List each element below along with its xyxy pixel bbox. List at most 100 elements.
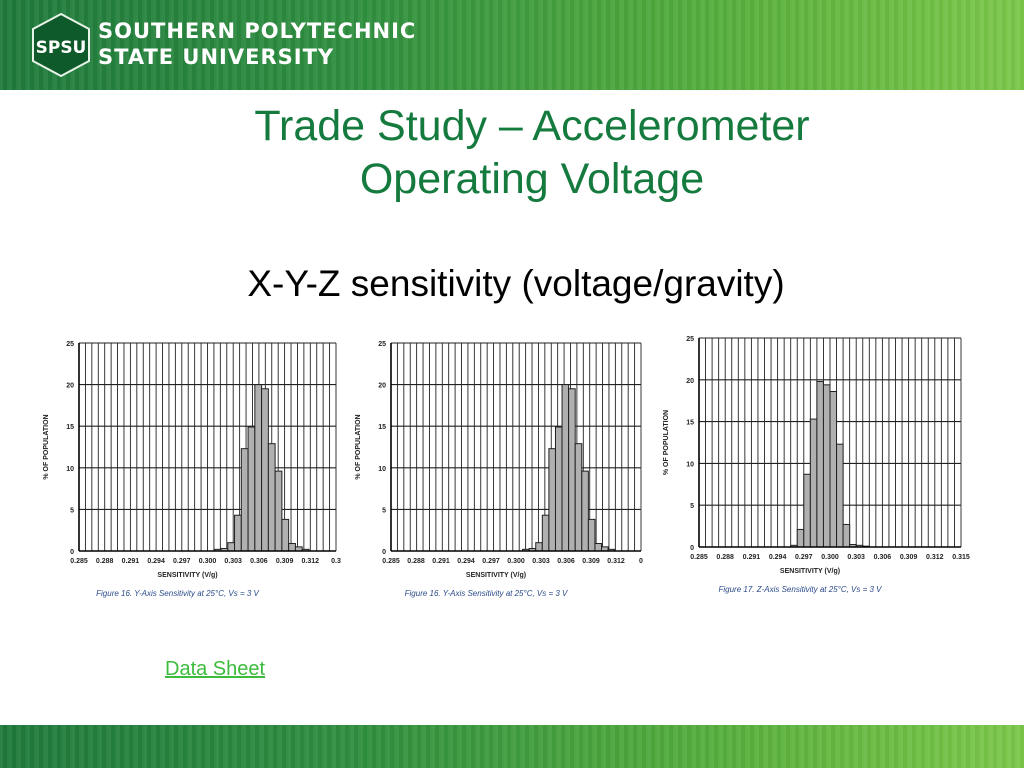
slide-subtitle: X-Y-Z sensitivity (voltage/gravity)	[247, 263, 785, 304]
logo-text: SPSU	[36, 38, 87, 58]
histogram-bar	[574, 443, 583, 552]
y-tick-label: 10	[378, 466, 386, 473]
x-tick-label: 0.294	[457, 558, 475, 565]
y-tick-label: 10	[686, 461, 694, 468]
y-axis-label: % OF POPULATION	[355, 414, 362, 479]
x-tick-label: 0	[639, 558, 643, 565]
x-tick-label: 0.291	[743, 554, 761, 561]
histogram-bar	[234, 514, 242, 552]
histogram-bar	[261, 388, 269, 552]
histogram-bar	[227, 542, 236, 552]
x-tick-label: 0.300	[199, 558, 217, 565]
histogram-z-axis: 0 5 10 15 20 25 0.285 0.288 0.291 0.294 0.297 0.300…	[656, 330, 986, 606]
y-tick-label: 25	[686, 336, 694, 343]
banner-texture	[0, 0, 1024, 90]
figure-caption: Figure 17. Z-Axis Sensitivity at 25°C, V…	[718, 585, 882, 594]
y-tick-label: 25	[378, 341, 386, 348]
histogram-bar	[581, 470, 589, 552]
x-tick-label: 0.315	[952, 554, 970, 561]
histogram-bar	[240, 448, 249, 552]
university-name: SOUTHERN POLYTECHNIC STATE UNIVERSITY	[98, 18, 416, 70]
histogram-svg-3: 0 5 10 15 20 25 0.285 0.288 0.291 0.294 0.297 0.300…	[663, 336, 970, 594]
histogram-bar	[829, 391, 838, 548]
y-tick-label: 20	[378, 383, 386, 390]
histogram-svg-2: 0 5 10 15 20 25 0.285 0.288 0.291 0.294 0.297 0.300…	[355, 341, 643, 598]
x-tick-label: 0.285	[70, 558, 88, 565]
histogram-bar	[554, 426, 563, 552]
x-tick-label: 0.285	[690, 554, 708, 561]
figure-caption: Figure 16. Y-Axis Sensitivity at 25°C, V…	[96, 589, 259, 598]
y-tick-label: 15	[378, 424, 386, 431]
y-tick-label: 0	[70, 549, 74, 556]
y-tick-label: 0	[690, 545, 694, 552]
y-tick-label: 5	[382, 507, 386, 514]
x-tick-label: 0.312	[607, 558, 625, 565]
figure-caption: Figure 16. Y-Axis Sensitivity at 25°C, V…	[405, 589, 568, 598]
x-axis-label: SENSITIVITY (V/g)	[466, 572, 526, 579]
x-tick-label: 0.297	[482, 558, 500, 565]
x-tick-label: 0.306	[874, 554, 892, 561]
x-tick-label: 0.306	[557, 558, 575, 565]
x-tick-label: 0.294	[769, 554, 787, 561]
x-tick-label: 0.306	[250, 558, 268, 565]
histogram-bar	[267, 443, 276, 552]
y-tick-label: 0	[382, 549, 386, 556]
x-tick-label: 0.309	[582, 558, 600, 565]
title-line-1: Trade Study – Accelerometer	[254, 102, 810, 150]
slide-title: Trade Study – Accelerometer Operating Vo…	[0, 100, 1024, 206]
x-tick-label: 0.300	[821, 554, 839, 561]
x-tick-label: 0.288	[96, 558, 114, 565]
histogram-y-axis-1: 0 5 10 15 20 25 0.285 0.288 0.291 0.294 0.297 0.300…	[36, 335, 348, 607]
histogram-bar	[587, 518, 596, 552]
x-tick-label: 0.309	[276, 558, 294, 565]
x-tick-label: 0.312	[302, 558, 320, 565]
y-axis-label: % OF POPULATION	[43, 414, 50, 479]
x-tick-label: 0.309	[900, 554, 918, 561]
x-axis-label: SENSITIVITY (V/g)	[157, 572, 217, 579]
y-tick-label: 15	[66, 424, 74, 431]
x-tick-label: 0.297	[795, 554, 813, 561]
histogram-bar	[809, 418, 818, 548]
y-tick-label: 15	[686, 420, 694, 427]
y-tick-label: 10	[66, 466, 74, 473]
histogram-bar	[274, 470, 283, 552]
histogram-bar	[836, 443, 844, 548]
footer-texture	[0, 725, 1024, 768]
x-tick-label: 0.294	[147, 558, 165, 565]
histogram-bar	[803, 473, 811, 548]
x-tick-label: 0.312	[926, 554, 944, 561]
histogram-bar	[594, 543, 603, 552]
university-line-1: SOUTHERN POLYTECHNIC	[98, 19, 417, 43]
histogram-bar	[796, 528, 805, 548]
histogram-bar	[254, 384, 263, 552]
footer-banner	[0, 725, 1024, 768]
y-tick-label: 25	[66, 341, 74, 348]
x-axis-label: SENSITIVITY (V/g)	[780, 568, 840, 575]
x-tick-label: 0.291	[432, 558, 450, 565]
data-sheet-link[interactable]: Data Sheet	[165, 658, 266, 680]
x-tick-label: 0.285	[382, 558, 400, 565]
y-tick-label: 20	[66, 383, 74, 390]
histogram-bar	[561, 384, 570, 552]
histogram-bar	[281, 518, 290, 552]
spsu-logo: SPSU	[32, 12, 90, 78]
x-tick-label: 0.291	[122, 558, 140, 565]
histogram-bar	[541, 514, 550, 552]
title-line-2: Operating Voltage	[359, 155, 705, 203]
y-tick-label: 5	[70, 507, 74, 514]
x-tick-label: 0.303	[847, 554, 865, 561]
histogram-bar	[842, 523, 851, 548]
x-tick-label: 0.303	[532, 558, 550, 565]
histogram-bar	[288, 543, 296, 552]
plot-area-2	[391, 343, 641, 551]
histogram-svg-1: 0 5 10 15 20 25 0.285 0.288 0.291 0.294 0.297 0.300…	[43, 341, 341, 598]
x-tick-label: 0.303	[224, 558, 242, 565]
histogram-bar	[816, 380, 824, 548]
histogram-bar	[247, 426, 256, 552]
histogram-bar	[822, 384, 831, 548]
header-banner: SPSU SOUTHERN POLYTECHNIC STATE UNIVERSI…	[0, 0, 1024, 90]
y-tick-label: 20	[686, 378, 694, 385]
histogram-bar	[548, 448, 556, 552]
university-line-2: STATE UNIVERSITY	[98, 45, 335, 69]
y-tick-label: 5	[690, 503, 694, 510]
